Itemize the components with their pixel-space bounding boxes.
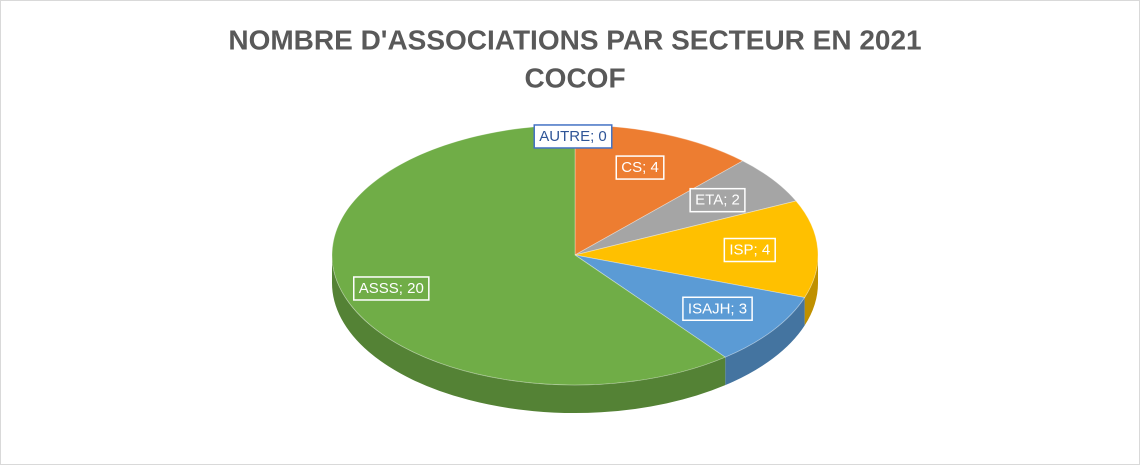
data-label-text: ISAJH; 3 [688,300,747,317]
data-label-category: ISAJH [688,300,731,317]
slice [331,124,727,386]
slice [574,160,797,256]
slice-side [725,297,805,386]
chart-title: COCOF [524,62,625,93]
data-label-text: ISP; 4 [729,242,770,259]
data-label-box [689,187,746,213]
data-label: AUTRE; 0 [533,124,613,149]
data-label: ISAJH; 3 [682,296,753,322]
data-label-value: 20 [407,280,424,297]
data-label-box [533,124,613,149]
data-label-separator: ; [723,192,731,209]
data-label-text: AUTRE; 0 [539,128,607,145]
slice-side [332,255,726,414]
data-label-text: CS; 4 [621,159,659,176]
data-label-value: 0 [598,128,606,145]
data-label-category: CS [621,159,642,176]
data-label-value: 2 [732,192,740,209]
data-label-text: ASSS; 20 [359,280,424,297]
data-label-category: ISP [729,242,753,259]
slice [574,200,819,298]
data-label-value: 3 [739,300,747,317]
data-label: ETA; 2 [689,187,746,213]
data-label-separator: ; [642,159,650,176]
data-label: ASSS; 20 [353,276,430,301]
data-label-value: 4 [650,159,658,176]
data-label-value: 4 [762,242,770,259]
data-label-box [723,237,776,263]
data-label-category: ASSS [359,280,399,297]
data-label-separator: ; [730,300,738,317]
data-label-category: ETA [695,192,723,209]
data-label-box [682,296,753,322]
data-label-box [615,155,665,180]
data-label: CS; 4 [615,155,665,180]
chart-title: NOMBRE D'ASSOCIATIONS PAR SECTEUR EN 202… [228,24,921,55]
data-label-box [353,276,430,301]
data-label: ISP; 4 [723,237,776,263]
slice-side [804,255,818,326]
data-label-text: ETA; 2 [695,192,740,209]
data-label-separator: ; [754,242,762,259]
data-label-category: AUTRE [539,128,590,145]
data-label-separator: ; [399,280,407,297]
data-label-separator: ; [590,128,598,145]
